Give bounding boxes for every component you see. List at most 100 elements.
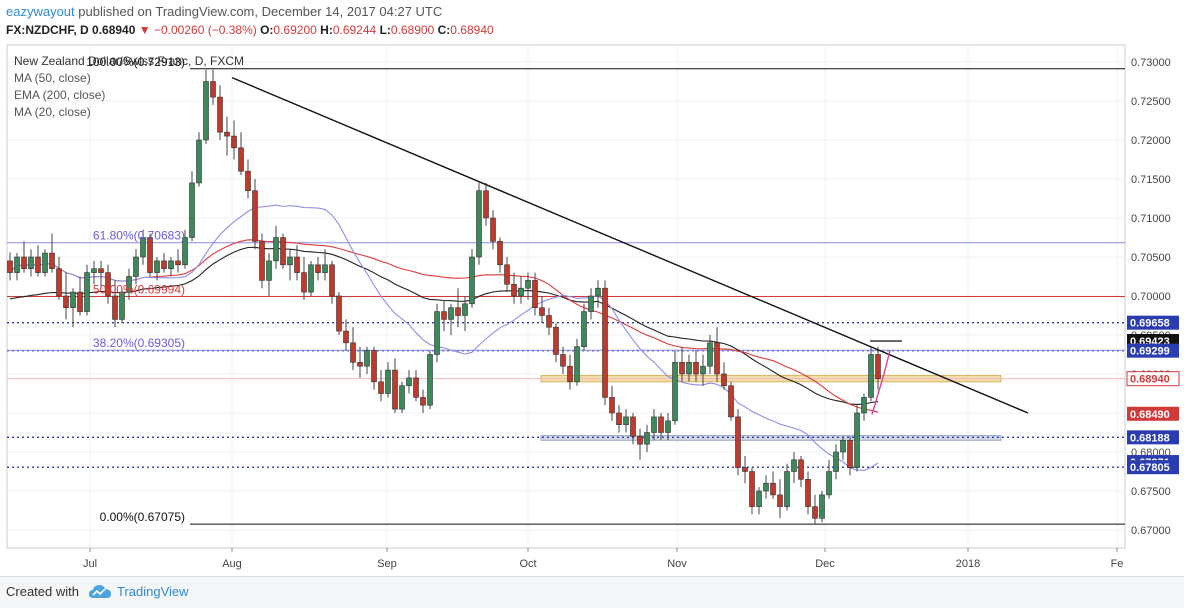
candle-body (287, 256, 293, 266)
price-label: 0.67805 (1130, 462, 1170, 474)
y-tick-label: 0.67500 (1131, 486, 1171, 498)
candle-body (350, 342, 356, 363)
price-label: 0.68490 (1130, 409, 1170, 421)
candle-body (609, 397, 615, 414)
candle-body (868, 354, 874, 398)
candle-body (315, 264, 321, 273)
x-tick-label: Jul (83, 558, 97, 570)
legend-item-ma50[interactable]: MA (50, close) (14, 71, 91, 85)
candle-body (672, 361, 678, 422)
candle-body (175, 260, 181, 266)
candle-body (707, 342, 713, 367)
candle-body (840, 439, 846, 453)
candle-body (14, 256, 20, 273)
candle-body (420, 397, 426, 406)
low-value: 0.68900 (390, 23, 435, 37)
candle-body (637, 436, 643, 445)
open-value: 0.69200 (273, 23, 317, 37)
candle-body (525, 280, 531, 289)
price-label-box (1127, 430, 1179, 445)
fib-label: 0.00%(0.67075) (100, 510, 185, 524)
candle-body (35, 256, 41, 273)
fib-labels: 100.00%(0.72913) 61.80%(0.70683) 50.00%(0.… (86, 55, 185, 524)
candle-body (140, 237, 146, 258)
candle-body (154, 260, 160, 273)
candle-body (756, 490, 762, 507)
trendline (231, 76, 1029, 414)
candle-body (63, 295, 69, 308)
candle-body (49, 252, 55, 270)
fib-label: 100.00%(0.72913) (86, 55, 185, 69)
candle-body (378, 381, 384, 394)
price-label: 0.68940 (1130, 374, 1170, 386)
tradingview-brand-link[interactable]: TradingView (117, 584, 189, 599)
candle-body (518, 287, 524, 297)
y-tick-label: 0.71000 (1131, 213, 1171, 225)
candle-body (252, 190, 258, 242)
candle-body (686, 361, 692, 375)
candle-body (630, 416, 636, 437)
x-tick-label: Nov (667, 558, 687, 570)
candle-body (700, 365, 706, 375)
candles (7, 69, 881, 524)
price-label-box (1127, 460, 1179, 475)
legend-item-ema200[interactable]: EMA (200, close) (14, 88, 105, 102)
y-tick-label: 0.67000 (1131, 525, 1171, 537)
candle-body (644, 432, 650, 445)
price-label-box (1127, 315, 1179, 330)
x-tick-label: 2018 (956, 558, 980, 570)
candle-body (70, 291, 76, 309)
candle-body (875, 354, 881, 379)
published-text: published on TradingView.com, December 1… (78, 4, 443, 19)
y-tick-label: 0.73000 (1131, 57, 1171, 69)
candle-body (7, 260, 13, 273)
x-tick-label: Sep (377, 558, 397, 570)
candle-body (742, 467, 748, 472)
candle-body (84, 272, 90, 312)
candle-body (595, 287, 601, 297)
candle-body (147, 237, 153, 273)
candle-body (329, 264, 335, 297)
candle-body (483, 190, 489, 219)
created-with-text: Created with (6, 584, 79, 599)
price-label: 0.69299 (1130, 346, 1170, 358)
fib-label: 50.00%(0.69994) (93, 282, 185, 296)
candle-body (784, 471, 790, 507)
price-chart[interactable]: 100.00%(0.72913) 61.80%(0.70683) 50.00%(0.… (0, 0, 1184, 576)
candle-body (203, 81, 209, 141)
candle-body (854, 412, 860, 468)
y-tick-label: 0.70500 (1131, 252, 1171, 264)
candle-body (560, 354, 566, 367)
candle-body (462, 303, 468, 316)
candle-body (308, 264, 314, 293)
candle-body (567, 365, 573, 383)
open-label: O: (260, 23, 274, 37)
header-bar: eazywayout published on TradingView.com,… (0, 0, 1184, 42)
candle-body (665, 420, 671, 433)
legend-item-ma20[interactable]: MA (20, close) (14, 105, 91, 119)
publish-line: eazywayout published on TradingView.com,… (6, 4, 442, 19)
author-link[interactable]: eazywayout (6, 4, 75, 19)
candle-body (406, 377, 412, 386)
candle-body (126, 276, 132, 293)
candle-body (651, 416, 657, 433)
price-label-box (1127, 343, 1179, 358)
candle-body (770, 482, 776, 496)
candle-body (469, 256, 475, 305)
candle-body (616, 412, 622, 425)
candle-body (105, 272, 111, 297)
candle-body (763, 482, 769, 492)
candle-body (56, 268, 62, 297)
x-tick-label: Aug (222, 558, 242, 570)
price-label-box (1127, 406, 1179, 421)
candle-body (238, 147, 244, 172)
symbol[interactable]: FX:NZDCHF, D (6, 23, 89, 37)
legend-title: New Zealand Dollar/Swiss Franc, D, FXCM (14, 54, 244, 68)
candle-body (532, 280, 538, 308)
candle-body (693, 361, 699, 375)
candle-body (735, 416, 741, 468)
candle-body (231, 135, 237, 149)
candle-body (357, 361, 363, 367)
candle-body (427, 354, 433, 406)
candle-body (805, 478, 811, 507)
